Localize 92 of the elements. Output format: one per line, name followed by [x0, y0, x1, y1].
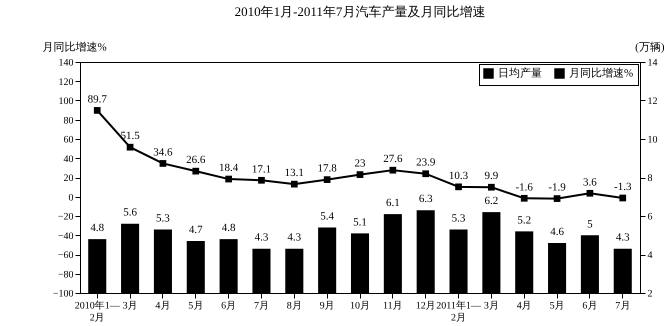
x-tick-label: 9月 [320, 300, 335, 312]
legend-label: 月同比增速% [569, 66, 634, 80]
data-label: 5.2 [517, 214, 532, 226]
point [160, 160, 166, 167]
data-label: 9.9 [484, 170, 499, 182]
y-tick-label: 40 [64, 154, 74, 165]
y-tick-label: 20 [64, 173, 74, 184]
data-label: 13.1 [284, 167, 304, 180]
x-tick-label: 2011年1—2月 [436, 300, 482, 324]
point [258, 176, 265, 184]
data-label: 6.3 [418, 193, 434, 206]
data-label: 5.3 [156, 212, 170, 224]
x-tick-label: 8月 [286, 300, 302, 312]
data-label: 5.6 [123, 206, 138, 219]
x-tick-label: 3月 [484, 300, 499, 312]
data-label: 10.3 [448, 170, 469, 182]
y2-tick-label: 12 [648, 96, 658, 107]
x-tick-label: 6月 [221, 300, 236, 312]
y-tick-label: −20 [58, 212, 74, 222]
data-label: 4.8 [90, 222, 105, 234]
y2-tick-label: 10 [648, 134, 658, 146]
x-tick-label: 4月 [155, 300, 170, 312]
data-label: 17.1 [252, 163, 272, 176]
x-tick-label: 7月 [254, 300, 269, 312]
point [455, 183, 462, 190]
y2-tick-label: 8 [648, 173, 652, 184]
point [520, 194, 528, 202]
y2-tick-label: 6 [648, 212, 652, 222]
x-tick-label: 3月 [122, 300, 138, 312]
y-tick-label: 0 [68, 192, 74, 204]
x-tick-label: 11月 [383, 300, 403, 312]
y-tick-label: 140 [58, 58, 74, 68]
x-tick-label: 4月 [516, 300, 532, 312]
y-tick-label: −80 [58, 269, 74, 280]
x-tick-label: 12月 [416, 300, 436, 312]
x-tick-label: 5月 [550, 300, 565, 312]
data-label: 89.7 [88, 93, 108, 106]
data-label: 3.6 [583, 176, 598, 188]
y-tick-label: −60 [58, 250, 74, 261]
data-label: 17.8 [318, 162, 338, 175]
point [619, 194, 626, 202]
data-label: 5.4 [320, 210, 335, 223]
x-tick-label: 7月 [615, 300, 630, 312]
y2-tick-label: 4 [648, 250, 652, 261]
y-tick-label: −40 [58, 230, 74, 242]
data-label: 18.4 [218, 162, 239, 174]
point [554, 195, 560, 202]
point [126, 144, 134, 151]
data-label: -1.9 [548, 182, 566, 194]
y-tick-label: 60 [64, 134, 74, 146]
data-label: 5 [587, 218, 594, 230]
point [586, 190, 594, 197]
point [94, 107, 101, 114]
data-label: 6.2 [484, 195, 498, 208]
point [488, 184, 495, 191]
data-label: 4.3 [254, 232, 269, 244]
data-label: 5.3 [452, 212, 466, 224]
x-tick-label: 2010年1—2月 [74, 300, 121, 324]
data-label: 5.1 [353, 216, 367, 228]
data-label: 27.6 [383, 153, 403, 166]
data-label: 23 [354, 158, 366, 170]
point [225, 176, 232, 182]
point [356, 171, 364, 178]
data-label: 4.8 [222, 222, 236, 234]
y-tick-label: −100 [52, 288, 74, 300]
x-tick-label: 6月 [582, 300, 598, 312]
y-axis-title: 月同比增速% [42, 40, 107, 54]
point [422, 170, 430, 178]
y-tick-label: 120 [58, 76, 74, 88]
point [192, 168, 200, 174]
y2-axis-title: (万辆) [635, 42, 665, 54]
data-label: 4.3 [616, 232, 630, 244]
data-label: 26.6 [186, 154, 206, 166]
data-label: 4.3 [287, 232, 302, 244]
data-label: 34.6 [153, 146, 174, 158]
point [324, 176, 331, 183]
y-tick-label: 80 [64, 115, 74, 126]
data-label: -1.3 [614, 181, 632, 193]
y-tick-label: 100 [58, 96, 74, 107]
y2-tick-label: 14 [648, 58, 658, 68]
data-label: 4.7 [188, 224, 204, 236]
data-label: -1.6 [516, 181, 534, 194]
x-tick-label: 10月 [350, 300, 370, 312]
legend-label: 日均产量 [498, 66, 542, 80]
data-label: 6.1 [386, 197, 400, 210]
point [290, 180, 298, 188]
data-label: 23.9 [416, 156, 436, 169]
x-tick-label: 5月 [188, 300, 204, 312]
data-label: 4.6 [550, 226, 564, 238]
y2-tick-label: 2 [648, 288, 652, 300]
point [389, 166, 396, 174]
chart-title: 2010年1月-2011年7月汽车产量及月同比增速 [234, 4, 486, 19]
